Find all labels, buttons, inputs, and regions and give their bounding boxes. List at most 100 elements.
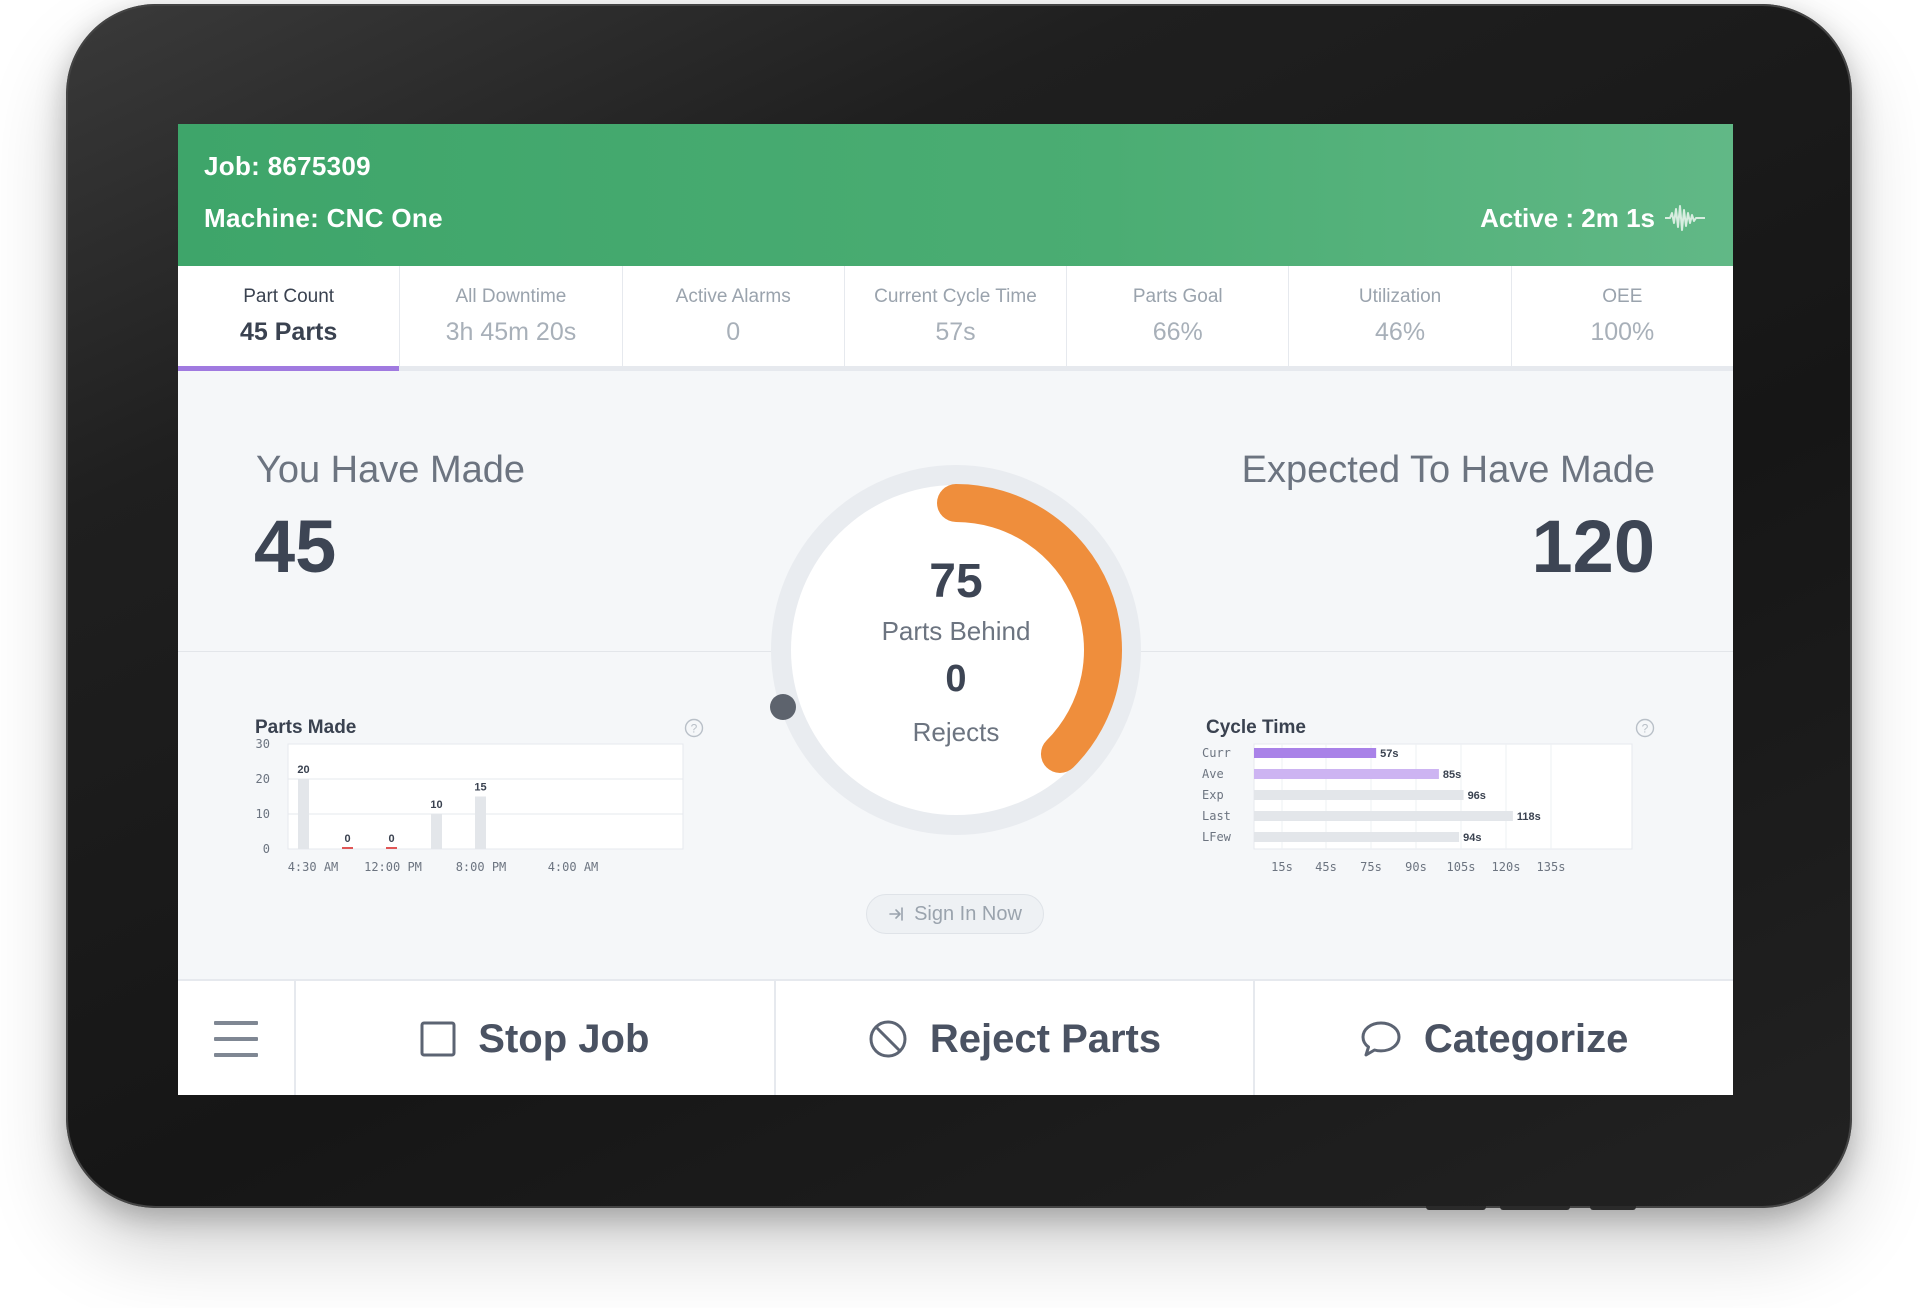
expected-label: Expected To Have Made bbox=[1241, 449, 1655, 491]
bar bbox=[1254, 811, 1513, 821]
hamburger-menu-icon bbox=[214, 1021, 258, 1057]
categorize-button[interactable]: Categorize bbox=[1255, 981, 1733, 1095]
parts-made-chart: 0 10 20 30 4:30 AM 12:00 PM 8:00 PM 4:00 AM 20 0 0… bbox=[256, 737, 684, 874]
bar-value-label: 96s bbox=[1468, 790, 1486, 802]
job-header: Job: 8675309 Machine: CNC One Active : 2… bbox=[178, 124, 1733, 266]
parts-behind-gauge bbox=[770, 465, 1141, 835]
cycle-time-chart: 15s 45s 75s 90s 105s 120s 135s Curr 57s Ave 85s Exp… bbox=[1202, 743, 1633, 874]
screen: Job: 8675309 Machine: CNC One Active : 2… bbox=[178, 124, 1733, 1095]
tab-label: Parts Goal bbox=[1132, 286, 1223, 307]
x-tick-label: 105s bbox=[1447, 860, 1476, 874]
bar bbox=[1254, 790, 1464, 800]
bar-value-label: 15 bbox=[474, 782, 486, 794]
svg-text:?: ? bbox=[691, 722, 698, 736]
bar-value-label: 57s bbox=[1380, 748, 1398, 760]
y-tick-label: 30 bbox=[256, 737, 270, 751]
made-value: 45 bbox=[254, 505, 337, 588]
y-tick-label: 20 bbox=[256, 772, 270, 786]
sign-in-label: Sign In Now bbox=[914, 902, 1022, 925]
gauge-face bbox=[791, 485, 1121, 815]
made-label: You Have Made bbox=[256, 449, 526, 491]
tab-oee[interactable]: OEE 100% bbox=[1512, 266, 1733, 366]
tab-label: Current Cycle Time bbox=[874, 286, 1037, 307]
gauge-marker bbox=[770, 694, 796, 720]
tab-label: Part Count bbox=[243, 286, 335, 307]
bar bbox=[1254, 769, 1439, 779]
help-icon[interactable]: ? bbox=[684, 718, 704, 738]
bar-value-label: 0 bbox=[344, 833, 350, 845]
tab-current-cycle-time[interactable]: Current Cycle Time 57s bbox=[845, 266, 1068, 366]
tab-value: 66% bbox=[1152, 318, 1203, 346]
tab-value: 100% bbox=[1590, 318, 1655, 346]
menu-button[interactable] bbox=[178, 981, 296, 1095]
bar bbox=[1254, 748, 1377, 758]
stop-square-icon bbox=[420, 1021, 456, 1057]
tab-label: OEE bbox=[1602, 286, 1643, 307]
job-number: Job: 8675309 bbox=[204, 151, 371, 181]
tab-label: Utilization bbox=[1358, 286, 1442, 307]
bar bbox=[386, 847, 397, 849]
x-tick-label: 4:30 AM bbox=[288, 860, 339, 874]
bar bbox=[342, 847, 353, 849]
category-label: Last bbox=[1202, 809, 1231, 823]
bar-value-label: 94s bbox=[1463, 832, 1481, 844]
tab-part-count[interactable]: Part Count 45 Parts bbox=[178, 266, 401, 371]
y-tick-label: 10 bbox=[256, 807, 270, 821]
x-tick-label: 8:00 PM bbox=[456, 860, 507, 874]
tab-parts-goal[interactable]: Parts Goal 66% bbox=[1067, 266, 1290, 366]
chat-bubble-icon bbox=[1361, 1021, 1401, 1057]
rejects-value: 0 bbox=[945, 658, 967, 700]
parts-behind-label: Parts Behind bbox=[881, 616, 1031, 646]
tab-value: 45 Parts bbox=[239, 318, 338, 346]
category-label: Exp bbox=[1202, 788, 1224, 802]
bar bbox=[431, 814, 442, 849]
gauge-progress-arc bbox=[937, 484, 1122, 773]
activity-wave-icon bbox=[1665, 205, 1705, 231]
tab-value: 46% bbox=[1375, 318, 1426, 346]
bar-value-label: 0 bbox=[388, 833, 394, 845]
parts-behind-value: 75 bbox=[929, 555, 983, 608]
sign-in-icon bbox=[889, 907, 903, 921]
tab-all-downtime[interactable]: All Downtime 3h 45m 20s bbox=[400, 266, 623, 366]
bar-value-label: 10 bbox=[430, 799, 442, 811]
stop-job-button[interactable]: Stop Job bbox=[296, 981, 776, 1095]
metric-tabs: Part Count 45 Parts All Downtime 3h 45m … bbox=[178, 266, 1733, 371]
parts-made-title: Parts Made bbox=[255, 717, 357, 738]
machine-name: Machine: CNC One bbox=[204, 203, 443, 233]
x-tick-label: 4:00 AM bbox=[548, 860, 599, 874]
prohibited-icon bbox=[869, 1020, 907, 1058]
reject-parts-label: Reject Parts bbox=[929, 1016, 1162, 1061]
sign-in-button[interactable]: Sign In Now bbox=[866, 894, 1044, 934]
tab-active-alarms[interactable]: Active Alarms 0 bbox=[623, 266, 845, 366]
x-tick-label: 12:00 PM bbox=[364, 860, 422, 874]
bar bbox=[1254, 832, 1460, 842]
device-button bbox=[1590, 1206, 1636, 1210]
x-tick-label: 135s bbox=[1537, 860, 1566, 874]
reject-parts-button[interactable]: Reject Parts bbox=[776, 981, 1256, 1095]
active-status: Active : 2m 1s bbox=[1480, 203, 1655, 233]
category-label: Ave bbox=[1202, 767, 1224, 781]
tab-value: 3h 45m 20s bbox=[445, 318, 577, 346]
tab-label: All Downtime bbox=[455, 286, 567, 307]
bar-value-label: 20 bbox=[297, 764, 309, 776]
tab-utilization[interactable]: Utilization 46% bbox=[1289, 266, 1512, 366]
bar bbox=[475, 796, 486, 849]
x-tick-label: 120s bbox=[1492, 860, 1521, 874]
y-tick-label: 0 bbox=[263, 842, 270, 856]
tab-value: 0 bbox=[726, 318, 741, 346]
cycle-time-title: Cycle Time bbox=[1206, 717, 1306, 738]
category-label: LFew bbox=[1202, 830, 1232, 844]
x-tick-label: 45s bbox=[1315, 860, 1337, 874]
tab-label: Active Alarms bbox=[675, 286, 791, 307]
x-tick-label: 15s bbox=[1271, 860, 1293, 874]
help-icon[interactable]: ? bbox=[1635, 718, 1655, 738]
x-tick-label: 75s bbox=[1360, 860, 1382, 874]
device-button bbox=[1500, 1206, 1570, 1210]
tab-value: 57s bbox=[935, 318, 976, 346]
x-tick-label: 90s bbox=[1405, 860, 1427, 874]
action-bar: Stop Job Reject Parts Categorize bbox=[178, 979, 1733, 1095]
bar bbox=[298, 779, 309, 849]
expected-value: 120 bbox=[1531, 505, 1655, 588]
device-button bbox=[1426, 1206, 1486, 1210]
stop-job-label: Stop Job bbox=[478, 1016, 650, 1061]
